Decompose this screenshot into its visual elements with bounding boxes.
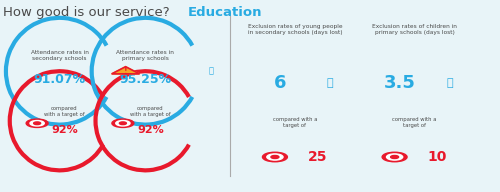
Circle shape: [386, 154, 402, 160]
Text: 👍: 👍: [326, 78, 333, 88]
Text: Education: Education: [188, 6, 262, 19]
Text: compared
with a target of: compared with a target of: [44, 106, 85, 118]
Circle shape: [26, 119, 48, 127]
Circle shape: [262, 152, 287, 162]
Text: compared with a
target of: compared with a target of: [392, 117, 436, 128]
Text: compared
with a target of: compared with a target of: [130, 106, 170, 118]
Text: How good is our service?: How good is our service?: [3, 6, 174, 19]
Text: 👍: 👍: [446, 78, 453, 88]
Polygon shape: [112, 67, 140, 74]
Text: 3.5: 3.5: [384, 74, 416, 92]
Circle shape: [382, 152, 407, 162]
Circle shape: [30, 121, 44, 126]
Circle shape: [116, 121, 130, 126]
Text: 6: 6: [274, 74, 286, 92]
Circle shape: [271, 156, 279, 159]
Text: compared with a
target of: compared with a target of: [272, 117, 317, 128]
Circle shape: [120, 122, 126, 125]
Text: 92%: 92%: [137, 125, 164, 135]
Circle shape: [390, 156, 398, 159]
Text: 25: 25: [308, 150, 327, 164]
Text: Attendance rates in
secondary schools: Attendance rates in secondary schools: [30, 50, 88, 61]
Circle shape: [267, 154, 283, 160]
Text: Exclusion rates of children in
primary schools (days lost): Exclusion rates of children in primary s…: [372, 24, 457, 35]
Circle shape: [112, 119, 134, 127]
Text: 91.07%: 91.07%: [34, 73, 86, 86]
Text: 95.25%: 95.25%: [119, 73, 172, 86]
Text: Attendance rates in
primary schools: Attendance rates in primary schools: [116, 50, 174, 61]
Text: Exclusion rates of young people
in secondary schools (days lost): Exclusion rates of young people in secon…: [248, 24, 342, 35]
Text: 10: 10: [428, 150, 446, 164]
Circle shape: [34, 122, 40, 125]
Text: !: !: [124, 67, 128, 76]
Text: 👍: 👍: [209, 67, 214, 76]
Text: 92%: 92%: [51, 125, 78, 135]
